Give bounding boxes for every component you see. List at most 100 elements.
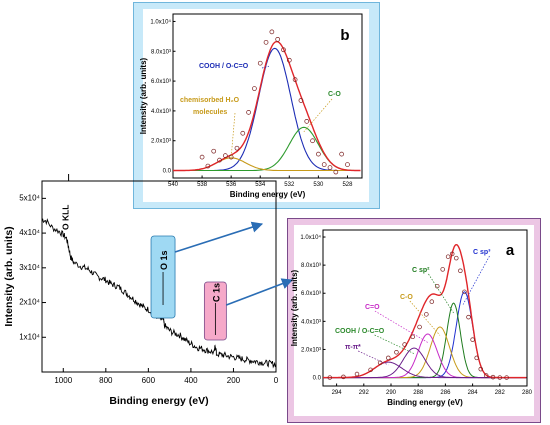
- a-data-point: [434, 283, 440, 289]
- a-xtick-label: 280: [522, 390, 533, 396]
- main-xtick-label: 0: [274, 376, 279, 385]
- a-label-callout: [374, 310, 428, 343]
- a-data-point: [497, 375, 503, 380]
- a-data-point: [449, 251, 455, 257]
- a-ytick-label: 8.0x10³: [301, 263, 321, 269]
- main-ytick-label: 1x10⁴: [19, 332, 40, 341]
- a-data-point: [354, 371, 360, 377]
- b-data-point: [286, 57, 292, 63]
- a-data-point: [368, 367, 373, 373]
- a-ytick-label: 1.0x10⁴: [300, 234, 321, 241]
- main-ytick-label: 2x10⁴: [19, 298, 40, 307]
- b-data-point: [240, 130, 246, 136]
- main-xtick-label: 600: [142, 376, 156, 385]
- b-label-molecules: molecules: [193, 109, 227, 116]
- main-plot-frame: [41, 180, 277, 373]
- b-data-point: [217, 157, 222, 163]
- b-xtick-label: 528: [342, 182, 353, 188]
- annotation-o1s: O 1s: [159, 250, 169, 270]
- a-label-callout: [358, 350, 389, 366]
- b-x-axis-label: Binding energy (eV): [230, 190, 306, 199]
- b-data-point: [327, 165, 333, 170]
- a-data-point: [327, 375, 333, 380]
- b-ytick-label: 6.0x10³: [151, 79, 171, 85]
- a-data-point: [429, 299, 435, 304]
- a-data-point: [445, 254, 451, 259]
- main-y-axis-label: Intensity (arb. units): [3, 226, 15, 326]
- b-ytick-label: 4.0x10³: [151, 109, 171, 115]
- a-component-label: C=O: [365, 304, 380, 311]
- b-y-axis-label: Intensity (arb. units): [139, 57, 148, 134]
- a-ytick-label: 0.0: [313, 376, 322, 382]
- b-data-point: [339, 151, 344, 157]
- a-component-label: COOH / O-C=O: [335, 328, 385, 335]
- o1s-to-inset-b-arrow: [174, 221, 264, 253]
- inset-a-panel-label: a: [506, 242, 515, 259]
- main-x-axis-label: Binding energy (eV): [109, 395, 208, 407]
- a-xtick-label: 288: [413, 390, 424, 396]
- inset-a-background: [294, 225, 534, 416]
- b-data-point: [333, 169, 339, 175]
- main-ytick-label: 5x10⁴: [19, 193, 40, 202]
- a-xtick-label: 290: [386, 390, 397, 396]
- a-label-callout: [409, 300, 441, 336]
- b-data-point: [298, 98, 304, 103]
- b-plot-frame: [172, 13, 363, 179]
- a-data-point: [454, 255, 459, 261]
- b-data-point: [199, 154, 205, 160]
- a-chart-group: 294 292 290 288 286 284 282 280 0.0 2.0x10³ 4.0x10…: [290, 229, 533, 407]
- a-ytick-label: 4.0x10³: [301, 319, 321, 325]
- main-xtick-label: 200: [227, 376, 241, 385]
- b-data-point: [281, 47, 286, 53]
- a-ytick-label: 6.0x10³: [301, 291, 321, 297]
- b-data-point: [205, 163, 211, 169]
- b-xtick-label: 536: [226, 182, 237, 188]
- main-chart-group: 1000 800 600 400 200 0 1x10⁴ 2x10⁴ 3x10⁴ 4x10⁴ 5x1…: [3, 174, 294, 407]
- b-xtick-label: 534: [255, 182, 266, 188]
- b-data-point: [304, 118, 310, 124]
- b-data-point: [269, 29, 275, 35]
- a-label-callout: [374, 334, 415, 354]
- b-data-point: [292, 77, 298, 82]
- a-data-point: [386, 355, 391, 361]
- a-plot-frame: [322, 229, 528, 387]
- b-label-h2o: chemisorbed H₂O: [180, 97, 240, 104]
- b-ytick-label: 0.0: [163, 169, 172, 175]
- a-data-point: [394, 350, 399, 355]
- inset-b-panel-label: b: [340, 27, 349, 44]
- b-data-point: [310, 138, 315, 144]
- main-ytick-label: 3x10⁴: [19, 263, 40, 272]
- a-data-point: [504, 375, 509, 380]
- b-label-co: C-O: [328, 91, 341, 98]
- a-xtick-label: 282: [495, 390, 506, 396]
- a-data-point: [470, 337, 475, 342]
- b-data-point: [345, 162, 350, 167]
- main-xtick-label: 800: [99, 376, 113, 385]
- a-data-point: [341, 374, 346, 380]
- a-data-point: [474, 355, 479, 361]
- b-data-point: [222, 153, 228, 158]
- b-xtick-label: 532: [284, 182, 295, 188]
- b-callout-co: [303, 98, 333, 133]
- annotation-o-kll: O KLL: [61, 205, 71, 231]
- a-xtick-label: 284: [468, 390, 479, 396]
- main-xtick-label: 400: [184, 376, 198, 385]
- b-xtick-label: 538: [197, 182, 208, 188]
- b-data-point: [234, 145, 240, 151]
- b-ytick-label: 1.0x10⁴: [150, 18, 171, 25]
- b-data-point: [275, 36, 281, 42]
- a-data-point: [410, 334, 416, 340]
- b-data-point: [211, 148, 217, 154]
- a-data-point: [417, 324, 422, 330]
- a-data-point: [440, 267, 445, 272]
- b-label-cooh: COOH / O-C=O: [199, 63, 249, 70]
- a-data-point: [483, 373, 489, 378]
- a-component-label: C sp³: [473, 249, 491, 256]
- a-data-point: [466, 314, 471, 320]
- b-xtick-label: 540: [168, 182, 179, 188]
- b-callout-cooh: [261, 65, 270, 69]
- a-label-callout: [462, 255, 490, 305]
- b-data-point: [257, 60, 263, 66]
